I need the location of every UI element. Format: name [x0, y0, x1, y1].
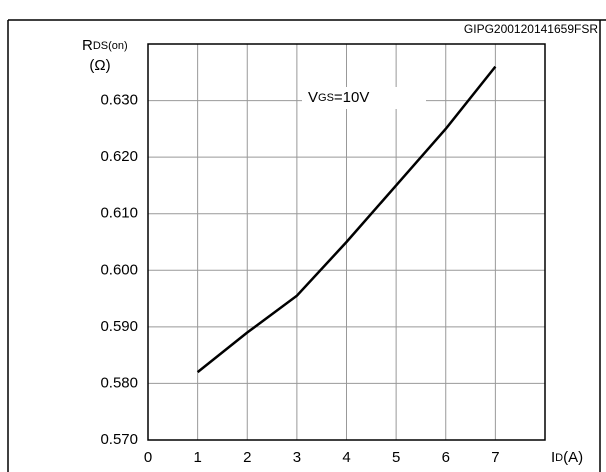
y-axis-label: RDS(on) — [82, 37, 128, 54]
x-tick-label: 2 — [243, 449, 251, 466]
y-label-symbol: R — [82, 37, 93, 54]
x-label-symbol: I — [551, 449, 555, 466]
y-tick-label: 0.590 — [100, 318, 138, 335]
y-tick-label: 0.570 — [100, 431, 138, 448]
plot-border — [147, 43, 546, 441]
y-tick-label: 0.620 — [100, 148, 138, 165]
x-tick-label: 0 — [144, 449, 152, 466]
line — [196, 65, 497, 374]
y-label-subscript: DS(on) — [93, 40, 128, 52]
x-label-subscript: D — [555, 452, 563, 464]
y-tick-label: 0.610 — [100, 205, 138, 222]
annotation: VGS=10V — [308, 89, 369, 106]
annotation-text: =10V — [334, 89, 369, 106]
x-tick-label: 7 — [491, 449, 499, 466]
x-axis-label: ID(A) — [551, 449, 583, 466]
y-tick-label: 0.630 — [100, 92, 138, 109]
x-tick-label: 3 — [293, 449, 301, 466]
y-axis-unit: (Ω) — [89, 57, 110, 74]
annotation-subscript: GS — [318, 92, 334, 104]
x-tick-label: 5 — [392, 449, 400, 466]
x-tick-label: 4 — [342, 449, 350, 466]
x-label-unit: (A) — [563, 449, 583, 466]
figure-code: GIPG200120141659FSR — [464, 22, 598, 36]
y-tick-label: 0.580 — [100, 374, 138, 391]
annotation-symbol: V — [308, 89, 318, 106]
x-tick-label: 6 — [442, 449, 450, 466]
y-tick-label: 0.600 — [100, 261, 138, 278]
annotation-background — [302, 87, 426, 109]
x-tick-label: 1 — [193, 449, 201, 466]
